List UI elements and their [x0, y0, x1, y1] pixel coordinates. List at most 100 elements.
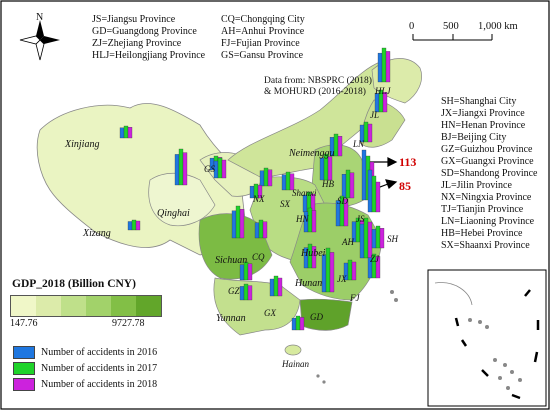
province-bar-group [303, 243, 317, 269]
abbreviation-item: JS=Jiangsu Province [92, 14, 176, 25]
province-bar-group [239, 283, 253, 301]
abbreviation-item: FJ=Fujian Province [221, 38, 300, 49]
accident-bar [321, 254, 327, 293]
accident-bar [343, 198, 349, 227]
accident-bar [319, 157, 325, 181]
province-bar-group [343, 259, 357, 281]
abbreviation-list-right: SH=Shanghai City JX=Jiangxi Province HN=… [441, 96, 537, 252]
abbreviation-item: GZ=Guizhou Province [441, 144, 533, 155]
legend-swatch-2016 [13, 346, 35, 359]
accident-bar [258, 219, 264, 239]
abbreviation-item: BJ=Beijing City [441, 132, 507, 143]
province-bar-group [291, 315, 305, 331]
abbreviation-item: CQ=Chongqing City [221, 14, 305, 25]
province-bar-group [119, 125, 133, 139]
accident-bar [247, 285, 253, 301]
province-bar-group [367, 253, 381, 279]
legend-max: 9727.78 [112, 318, 145, 329]
abbreviation-list-left: JS=Jiangsu Province GD=Guangdong Provinc… [92, 14, 205, 62]
accident-bar [239, 264, 245, 281]
province-bar-group [269, 275, 283, 297]
legend-label: Number of accidents in 2018 [41, 379, 158, 390]
province-bar-group [335, 195, 349, 227]
accident-bar [285, 171, 291, 191]
accident-bar [221, 159, 227, 179]
accident-bar [347, 259, 353, 281]
region-label-jx: JX [337, 274, 347, 284]
legend-label: Number of accidents in 2016 [41, 347, 158, 358]
province-bar-group [174, 148, 188, 186]
abbreviation-item: GS=Gansu Province [221, 50, 304, 61]
accident-bar [361, 149, 367, 201]
inset-coast [434, 282, 473, 306]
accident-bar [273, 275, 279, 297]
accident-bar [131, 219, 137, 231]
abbreviation-item: AH=Anhui Province [221, 26, 305, 37]
province-bar-group [127, 219, 141, 231]
province-bar-group [281, 171, 295, 191]
region-label-js: JS [356, 214, 365, 224]
accident-bar [119, 127, 125, 139]
gdp-scale-step [36, 296, 61, 316]
taiwan-islands [316, 290, 398, 384]
data-source-line: Data from: NBSPRC (2018) [264, 76, 372, 86]
accident-bar [235, 205, 241, 239]
callout-value: 85 [399, 179, 411, 193]
province-bar-group [213, 157, 227, 179]
region-southwest [213, 277, 301, 336]
accident-bar [367, 221, 373, 259]
accident-bar [385, 51, 391, 83]
region-label-qinghai: Qinghai [157, 208, 190, 219]
accident-bar [377, 52, 383, 83]
accident-bar [182, 152, 188, 186]
region-label-hn: HN [296, 214, 309, 224]
region-guangdong [299, 298, 353, 331]
region-label-hainan: Hainan [282, 359, 309, 369]
legend-item-2018: Number of accidents in 2018 [13, 378, 157, 391]
region-label-sx: SX [280, 199, 290, 209]
compass-icon [19, 20, 60, 61]
callout-bar-group [367, 169, 381, 213]
abbreviation-item: GX=Guangxi Province [441, 156, 534, 167]
accident-bar [381, 47, 387, 83]
region-label-shanxi: Shanxi [292, 188, 317, 198]
accident-bar [247, 263, 253, 281]
gdp-scale-step [136, 296, 161, 316]
accident-bar [277, 277, 283, 297]
accident-bar [174, 154, 180, 186]
accident-bar [363, 121, 369, 143]
region-label-neimenggu: Neimenggu [289, 148, 335, 159]
gdp-color-scale [10, 295, 162, 317]
abbreviation-item: GD=Guangdong Province [92, 26, 197, 37]
legend-swatch-2017 [13, 362, 35, 375]
accident-bar [327, 156, 333, 181]
legend-item-2016: Number of accidents in 2016 [13, 346, 157, 359]
province-bar-group [341, 169, 355, 199]
province-bar-group [371, 225, 385, 249]
accident-bar [367, 123, 373, 143]
legend-swatch-2018 [13, 378, 35, 391]
accident-bar [257, 185, 263, 199]
province-bar-group [254, 219, 268, 239]
data-source-line: & MOHURD (2016-2018) [264, 87, 366, 97]
accident-bar [262, 221, 268, 239]
gdp-scale-step [61, 296, 86, 316]
scale-bar [412, 34, 493, 41]
abbreviation-item: ZJ=Zhejiang Province [92, 38, 182, 49]
province-bar-group [249, 183, 263, 199]
region-label-gz: GZ [228, 286, 240, 296]
abbreviation-item: JX=Jiangxi Province [441, 108, 525, 119]
region-label-hb: HB [322, 179, 334, 189]
accident-bar [127, 127, 133, 139]
abbreviation-item: LN=Liaoning Province [441, 216, 535, 227]
accident-bar [254, 222, 260, 239]
accident-bar [325, 247, 331, 293]
region-label-xizang: Xizang [83, 228, 111, 239]
region-label-ln: LN [353, 139, 365, 149]
region-label-hunan: Hunan [295, 278, 323, 289]
region-label-jl: JL [370, 110, 379, 120]
accident-bar [379, 228, 385, 249]
accident-bar [291, 317, 297, 331]
province-bar-group [359, 121, 373, 143]
